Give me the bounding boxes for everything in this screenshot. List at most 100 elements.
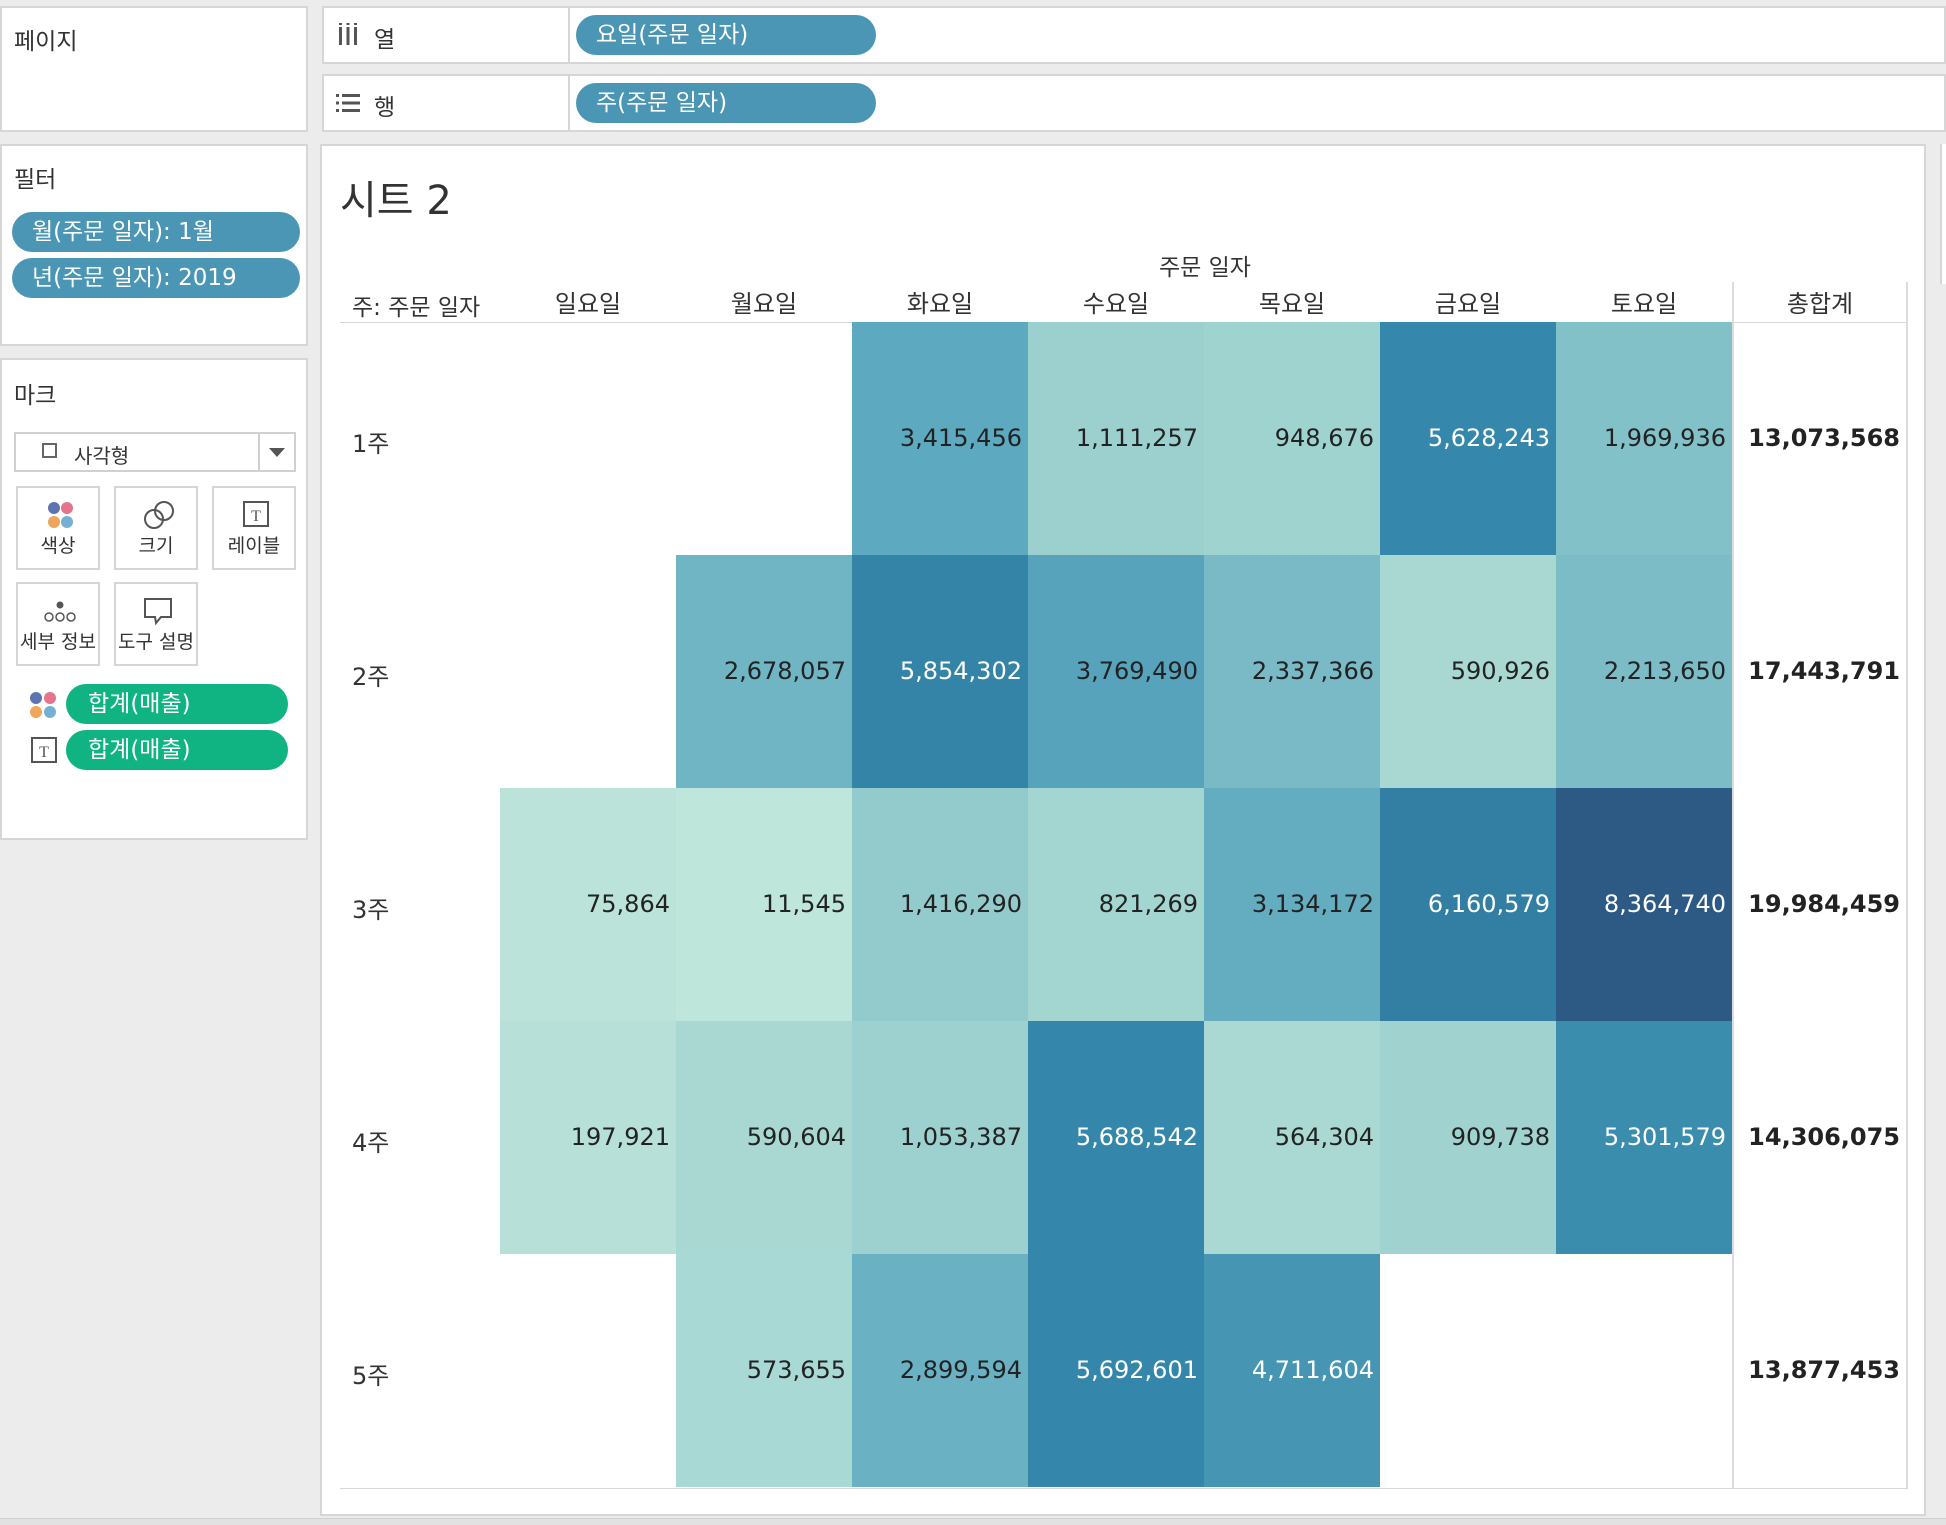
heat-cell-week5-monday[interactable]: 573,655 [676,1254,852,1487]
row-total-week-2: 17,443,791 [1748,657,1900,685]
marks-panel[interactable]: 마크 사각형 색상 크기 T 레이블 세부 정보 [0,358,308,840]
columns-shelf-label-text: 열 [374,27,396,53]
mark-type-dropdown[interactable]: 사각형 [14,432,296,472]
pages-panel-title: 페이지 [14,29,78,55]
heat-cell-week4-tuesday[interactable]: 1,053,387 [852,1021,1028,1254]
filters-panel-title: 필터 [14,167,57,193]
heat-cell-week2-saturday[interactable]: 2,213,650 [1556,555,1732,788]
rows-shelf-label: 행 [324,76,570,130]
column-header-monday[interactable]: 월요일 [730,290,798,318]
heat-cell-week1-wednesday[interactable]: 1,111,257 [1028,322,1204,555]
color-card-label: 색상 [40,535,76,557]
heat-cell-week3-saturday[interactable]: 8,364,740 [1556,788,1732,1021]
heat-cell-week4-wednesday[interactable]: 5,688,542 [1028,1021,1204,1254]
label-field-icon: T [31,737,57,763]
rows-pill[interactable]: 주(주문 일자) [576,83,876,123]
tooltip-card[interactable]: 도구 설명 [114,582,198,666]
rows-shelf[interactable]: 행 주(주문 일자) [322,74,1946,132]
heat-cell-week2-wednesday[interactable]: 3,769,490 [1028,555,1204,788]
right-divider [1906,282,1908,1488]
row-label-week-4[interactable]: 4주 [352,1129,390,1157]
heat-cell-week4-saturday[interactable]: 5,301,579 [1556,1021,1732,1254]
heat-cell-week1-sunday [500,322,676,555]
size-card[interactable]: 크기 [114,486,198,570]
label-card[interactable]: T 레이블 [212,486,296,570]
color-icon [48,502,73,528]
row-total-week-1: 13,073,568 [1748,424,1900,452]
heat-cell-week1-tuesday[interactable]: 3,415,456 [852,322,1028,555]
columns-shelf-label: 열 [324,8,570,62]
row-label-week-5[interactable]: 5주 [352,1362,390,1390]
heat-cell-week2-monday[interactable]: 2,678,057 [676,555,852,788]
color-field-icon [30,692,56,718]
tooltip-card-label: 도구 설명 [118,631,194,653]
color-card[interactable]: 색상 [16,486,100,570]
heat-cell-week5-saturday [1556,1254,1732,1487]
detail-card[interactable]: 세부 정보 [16,582,100,666]
rows-icon [336,94,360,112]
column-header-sunday[interactable]: 일요일 [554,290,622,318]
svg-text:T: T [251,508,261,525]
columns-pill[interactable]: 요일(주문 일자) [576,15,876,55]
heat-cell-week3-thursday[interactable]: 3,134,172 [1204,788,1380,1021]
heat-cell-week5-sunday [500,1254,676,1487]
heat-cell-week2-tuesday[interactable]: 5,854,302 [852,555,1028,788]
chevron-down-icon [269,448,285,457]
heat-cell-week2-thursday[interactable]: 2,337,366 [1204,555,1380,788]
total-divider [1732,282,1734,1488]
tooltip-icon [144,598,172,626]
size-card-label: 크기 [138,535,174,557]
heat-cell-week3-monday[interactable]: 11,545 [676,788,852,1021]
filter-pill-month[interactable]: 월(주문 일자): 1월 [12,212,300,252]
dropdown-divider [258,434,260,470]
heat-cell-week2-friday[interactable]: 590,926 [1380,555,1556,788]
sheet-title: 시트 2 [340,178,452,224]
pages-panel[interactable]: 페이지 [0,6,308,132]
heat-cell-week5-tuesday[interactable]: 2,899,594 [852,1254,1028,1487]
label-field-pill[interactable]: 합계(매출) [66,730,288,770]
row-label-week-2[interactable]: 2주 [352,663,390,691]
heat-cell-week1-thursday[interactable]: 948,676 [1204,322,1380,555]
row-total-week-3: 19,984,459 [1748,890,1900,918]
heat-cell-week5-friday [1380,1254,1556,1487]
detail-icon [44,601,76,622]
heat-cell-week3-friday[interactable]: 6,160,579 [1380,788,1556,1021]
row-total-week-5: 13,877,453 [1748,1356,1900,1384]
columns-shelf[interactable]: 열 요일(주문 일자) [322,6,1946,64]
bottom-line [340,1488,1908,1489]
heat-cell-week1-monday [676,322,852,555]
rows-shelf-label-text: 행 [374,95,396,121]
heat-cell-week4-monday[interactable]: 590,604 [676,1021,852,1254]
filters-panel[interactable]: 필터 월(주문 일자): 1월 년(주문 일자): 2019 [0,144,308,346]
heat-cell-week3-tuesday[interactable]: 1,416,290 [852,788,1028,1021]
heat-cell-week4-thursday[interactable]: 564,304 [1204,1021,1380,1254]
heat-cell-week2-sunday [500,555,676,788]
row-label-week-1[interactable]: 1주 [352,430,390,458]
column-header-tuesday[interactable]: 화요일 [906,290,974,318]
heat-cell-week1-saturday[interactable]: 1,969,936 [1556,322,1732,555]
total-column-header[interactable]: 총합계 [1786,290,1854,318]
right-scroll-edge[interactable] [1940,144,1946,284]
heat-cell-week5-wednesday[interactable]: 5,692,601 [1028,1254,1204,1487]
heat-cell-week5-thursday[interactable]: 4,711,604 [1204,1254,1380,1487]
square-mark-icon [42,443,57,458]
column-header-wednesday[interactable]: 수요일 [1082,290,1150,318]
columns-icon [339,23,357,45]
column-header-saturday[interactable]: 토요일 [1610,290,1678,318]
row-label-week-3[interactable]: 3주 [352,896,390,924]
text-label-icon: T [243,501,269,527]
heat-cell-week3-wednesday[interactable]: 821,269 [1028,788,1204,1021]
bottom-tab-strip[interactable] [0,1518,1946,1525]
marks-panel-title: 마크 [14,383,57,409]
column-header-thursday[interactable]: 목요일 [1258,290,1326,318]
heat-cell-week4-sunday[interactable]: 197,921 [500,1021,676,1254]
color-field-pill[interactable]: 합계(매출) [66,684,288,724]
mark-type-label: 사각형 [74,444,130,468]
heat-cell-week1-friday[interactable]: 5,628,243 [1380,322,1556,555]
svg-text:T: T [39,744,49,761]
column-header-friday[interactable]: 금요일 [1434,290,1502,318]
row-header: 주: 주문 일자 [352,295,481,321]
heat-cell-week3-sunday[interactable]: 75,864 [500,788,676,1021]
filter-pill-year[interactable]: 년(주문 일자): 2019 [12,258,300,298]
heat-cell-week4-friday[interactable]: 909,738 [1380,1021,1556,1254]
